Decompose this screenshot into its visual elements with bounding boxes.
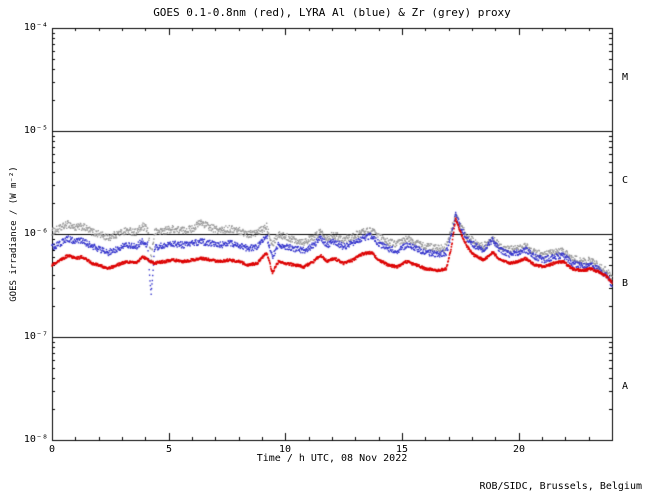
y-tick-label: 10⁻⁵ <box>23 125 48 136</box>
flare-class-label-c: C <box>622 175 629 186</box>
credit-text: ROB/SIDC, Brussels, Belgium <box>479 481 642 492</box>
x-tick-label: 0 <box>48 444 56 455</box>
y-tick-label: 10⁻⁷ <box>23 331 48 342</box>
x-tick-label: 10 <box>278 444 292 455</box>
y-tick-label: 10⁻⁴ <box>23 22 48 33</box>
y-tick-label: 10⁻⁶ <box>23 228 48 239</box>
y-tick-label: 10⁻⁸ <box>23 434 48 445</box>
chart-title: GOES 0.1-0.8nm (red), LYRA Al (blue) & Z… <box>153 6 511 19</box>
x-axis-label: Time / h UTC, 08 Nov 2022 <box>256 453 408 464</box>
flare-class-label-b: B <box>622 278 629 289</box>
x-tick-label: 15 <box>395 444 409 455</box>
flare-class-label-a: A <box>622 381 629 392</box>
x-tick-label: 5 <box>165 444 173 455</box>
flare-class-label-m: M <box>622 72 629 83</box>
x-tick-label: 20 <box>512 444 526 455</box>
